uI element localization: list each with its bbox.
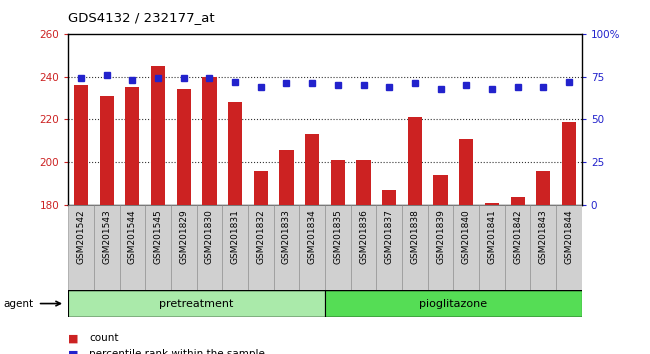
Text: GSM201837: GSM201837 bbox=[385, 210, 394, 264]
Bar bbox=[94, 205, 120, 290]
Bar bbox=[325, 290, 582, 317]
Text: percentile rank within the sample: percentile rank within the sample bbox=[89, 349, 265, 354]
Bar bbox=[120, 205, 146, 290]
Bar bbox=[505, 205, 530, 290]
Text: agent: agent bbox=[3, 298, 33, 309]
Bar bbox=[562, 122, 576, 205]
Text: GSM201838: GSM201838 bbox=[410, 210, 419, 264]
Text: ■: ■ bbox=[68, 349, 79, 354]
Bar bbox=[510, 197, 525, 205]
Bar bbox=[274, 205, 299, 290]
Bar bbox=[454, 205, 479, 290]
Text: GSM201829: GSM201829 bbox=[179, 210, 188, 264]
Text: GSM201841: GSM201841 bbox=[488, 210, 497, 264]
Text: GSM201844: GSM201844 bbox=[564, 210, 573, 264]
Text: GSM201830: GSM201830 bbox=[205, 210, 214, 264]
Text: GSM201839: GSM201839 bbox=[436, 210, 445, 264]
Bar bbox=[248, 205, 274, 290]
Bar bbox=[459, 139, 473, 205]
Bar bbox=[228, 102, 242, 205]
Bar bbox=[254, 171, 268, 205]
Text: pretreatment: pretreatment bbox=[159, 298, 234, 309]
Bar bbox=[428, 205, 454, 290]
Text: GSM201543: GSM201543 bbox=[102, 210, 111, 264]
Text: GSM201544: GSM201544 bbox=[128, 210, 137, 264]
Bar bbox=[530, 205, 556, 290]
Text: GSM201840: GSM201840 bbox=[462, 210, 471, 264]
Bar bbox=[68, 205, 94, 290]
Text: GSM201842: GSM201842 bbox=[513, 210, 522, 264]
Bar bbox=[125, 87, 140, 205]
Bar bbox=[382, 190, 396, 205]
Bar bbox=[351, 205, 376, 290]
Text: GSM201545: GSM201545 bbox=[153, 210, 162, 264]
Bar bbox=[556, 205, 582, 290]
Bar bbox=[68, 290, 325, 317]
Text: GDS4132 / 232177_at: GDS4132 / 232177_at bbox=[68, 11, 215, 24]
Text: GSM201831: GSM201831 bbox=[231, 210, 240, 264]
Text: GSM201843: GSM201843 bbox=[539, 210, 548, 264]
Bar bbox=[99, 96, 114, 205]
Text: GSM201835: GSM201835 bbox=[333, 210, 343, 264]
Bar bbox=[280, 149, 294, 205]
Bar bbox=[485, 203, 499, 205]
Text: ■: ■ bbox=[68, 333, 79, 343]
Bar bbox=[177, 90, 191, 205]
Bar bbox=[331, 160, 345, 205]
Bar bbox=[305, 135, 319, 205]
Bar bbox=[479, 205, 505, 290]
Bar bbox=[202, 76, 216, 205]
Bar bbox=[300, 205, 325, 290]
Bar bbox=[146, 205, 171, 290]
Bar bbox=[196, 205, 222, 290]
Bar bbox=[434, 175, 448, 205]
Bar bbox=[408, 117, 422, 205]
Text: GSM201833: GSM201833 bbox=[282, 210, 291, 264]
Bar bbox=[222, 205, 248, 290]
Bar bbox=[151, 66, 165, 205]
Text: GSM201542: GSM201542 bbox=[77, 210, 86, 264]
Bar bbox=[536, 171, 551, 205]
Bar bbox=[376, 205, 402, 290]
Text: pioglitazone: pioglitazone bbox=[419, 298, 488, 309]
Text: GSM201836: GSM201836 bbox=[359, 210, 368, 264]
Bar bbox=[325, 205, 351, 290]
Text: GSM201832: GSM201832 bbox=[256, 210, 265, 264]
Text: GSM201834: GSM201834 bbox=[307, 210, 317, 264]
Bar bbox=[356, 160, 370, 205]
Bar bbox=[74, 85, 88, 205]
Bar bbox=[402, 205, 428, 290]
Bar bbox=[171, 205, 196, 290]
Text: count: count bbox=[89, 333, 118, 343]
